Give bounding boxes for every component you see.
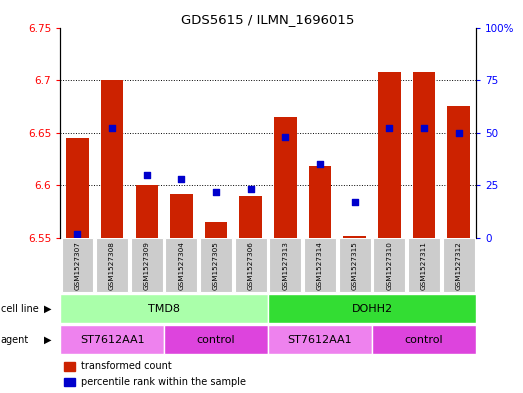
Bar (309, 166, 331, 238)
FancyBboxPatch shape (60, 325, 164, 354)
Point (316, 161, 324, 167)
Bar (101, 80, 123, 238)
Bar (344, 236, 366, 238)
Text: GSM1527314: GSM1527314 (317, 241, 323, 290)
Bar (135, 185, 158, 238)
FancyBboxPatch shape (235, 238, 267, 292)
FancyBboxPatch shape (165, 238, 197, 292)
Text: ST7612AA1: ST7612AA1 (80, 335, 144, 345)
Text: GSM1527308: GSM1527308 (109, 241, 115, 290)
Bar (378, 72, 401, 238)
FancyBboxPatch shape (96, 238, 128, 292)
Text: transformed count: transformed count (81, 362, 172, 371)
FancyBboxPatch shape (304, 238, 336, 292)
Bar (205, 222, 228, 238)
FancyBboxPatch shape (62, 238, 94, 292)
FancyBboxPatch shape (164, 325, 268, 354)
Point (350, 199, 359, 205)
Text: GSM1527307: GSM1527307 (74, 241, 81, 290)
Text: GSM1527310: GSM1527310 (386, 241, 392, 290)
Text: GSM1527312: GSM1527312 (456, 241, 462, 290)
FancyBboxPatch shape (408, 238, 440, 292)
Text: ▶: ▶ (44, 335, 52, 345)
Text: ▶: ▶ (44, 303, 52, 314)
Bar (447, 107, 470, 238)
Point (246, 186, 255, 193)
Text: GSM1527315: GSM1527315 (351, 241, 358, 290)
Text: GSM1527306: GSM1527306 (248, 241, 254, 290)
Text: TMD8: TMD8 (148, 303, 180, 314)
Bar (66, 138, 89, 238)
Point (281, 134, 290, 140)
Point (454, 129, 463, 136)
Text: GSM1527305: GSM1527305 (213, 241, 219, 290)
Text: agent: agent (1, 335, 29, 345)
Point (143, 171, 151, 178)
Bar (274, 117, 297, 238)
Point (385, 125, 393, 132)
FancyBboxPatch shape (60, 294, 268, 323)
Point (73, 230, 82, 237)
Bar (240, 196, 262, 238)
FancyBboxPatch shape (131, 238, 163, 292)
Text: DOHH2: DOHH2 (351, 303, 393, 314)
Point (420, 125, 428, 132)
Text: ST7612AA1: ST7612AA1 (288, 335, 353, 345)
FancyBboxPatch shape (339, 238, 371, 292)
Text: control: control (405, 335, 444, 345)
FancyBboxPatch shape (268, 294, 476, 323)
Bar (64, 362, 75, 371)
FancyBboxPatch shape (373, 238, 405, 292)
Text: GSM1527313: GSM1527313 (282, 241, 288, 290)
Text: control: control (197, 335, 235, 345)
FancyBboxPatch shape (442, 238, 474, 292)
Text: GSM1527311: GSM1527311 (421, 241, 427, 290)
Text: GSM1527309: GSM1527309 (144, 241, 150, 290)
Point (108, 125, 116, 132)
Point (212, 188, 220, 195)
Bar (170, 194, 192, 238)
Point (177, 176, 186, 182)
FancyBboxPatch shape (268, 325, 372, 354)
Text: GSM1527304: GSM1527304 (178, 241, 185, 290)
Text: percentile rank within the sample: percentile rank within the sample (81, 377, 246, 387)
FancyBboxPatch shape (200, 238, 232, 292)
FancyBboxPatch shape (372, 325, 476, 354)
FancyBboxPatch shape (269, 238, 301, 292)
Title: GDS5615 / ILMN_1696015: GDS5615 / ILMN_1696015 (181, 13, 355, 26)
Bar (413, 72, 435, 238)
Text: cell line: cell line (1, 303, 38, 314)
Bar (64, 378, 75, 386)
